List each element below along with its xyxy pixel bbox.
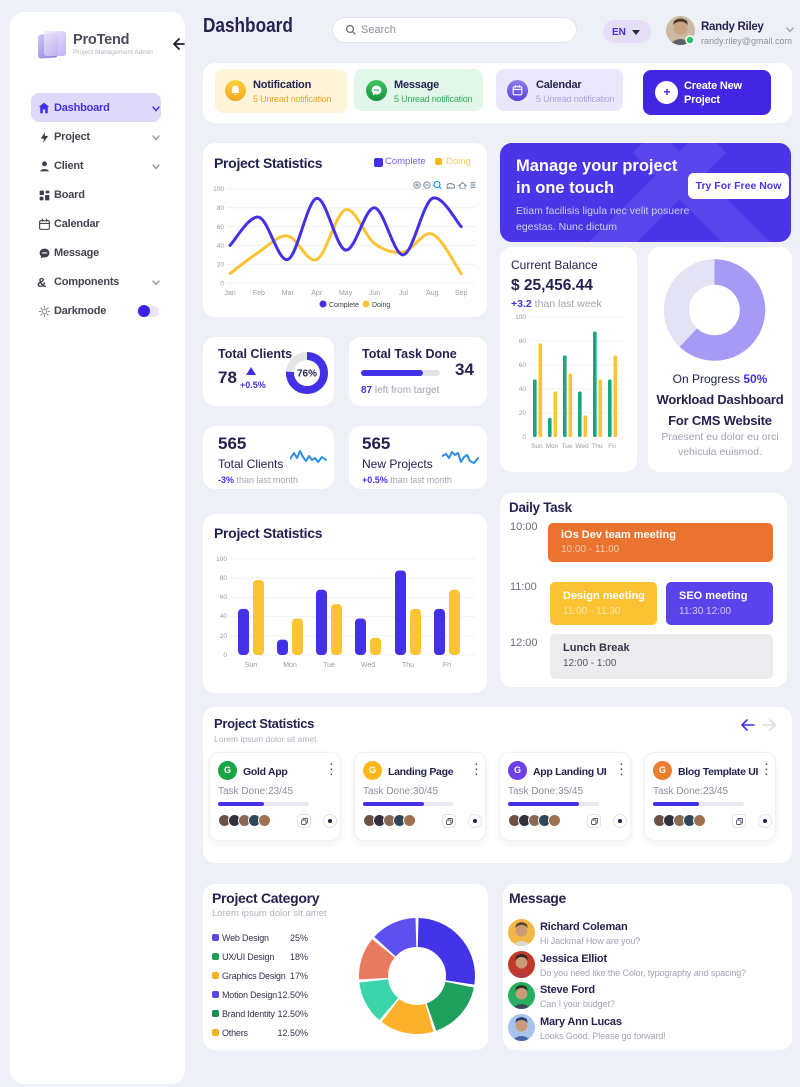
- svg-text:20: 20: [519, 410, 527, 417]
- svg-text:Mon: Mon: [546, 443, 559, 450]
- svg-text:Tue: Tue: [323, 662, 335, 669]
- svg-text:Tue: Tue: [562, 443, 573, 450]
- svg-text:Mar: Mar: [282, 290, 295, 297]
- svg-text:Mon: Mon: [283, 662, 297, 669]
- svg-text:40: 40: [220, 613, 228, 620]
- svg-text:Fri: Fri: [608, 443, 616, 450]
- svg-text:80: 80: [220, 575, 228, 582]
- svg-text:Thu: Thu: [402, 662, 414, 669]
- svg-text:80: 80: [217, 205, 225, 212]
- svg-text:76%: 76%: [297, 369, 317, 380]
- svg-text:40: 40: [217, 243, 225, 250]
- svg-text:Sun: Sun: [531, 443, 543, 450]
- svg-text:Jan: Jan: [224, 290, 235, 297]
- svg-text:20: 20: [220, 633, 228, 640]
- svg-text:Doing: Doing: [372, 302, 390, 309]
- svg-text:60: 60: [220, 594, 228, 601]
- svg-text:0: 0: [223, 652, 227, 659]
- svg-text:Wed: Wed: [575, 443, 589, 450]
- svg-text:Apr: Apr: [311, 290, 323, 297]
- svg-text:Feb: Feb: [253, 290, 265, 297]
- svg-text:May: May: [339, 290, 353, 297]
- svg-text:Sep: Sep: [455, 290, 468, 297]
- svg-text:Sun: Sun: [245, 662, 258, 669]
- svg-text:100: 100: [213, 186, 224, 193]
- svg-text:Wed: Wed: [361, 662, 375, 669]
- svg-text:0: 0: [522, 434, 526, 441]
- svg-text:80: 80: [519, 338, 527, 345]
- svg-text:100: 100: [216, 556, 227, 563]
- svg-text:100: 100: [515, 314, 526, 321]
- svg-text:Fri: Fri: [443, 662, 452, 669]
- svg-text:20: 20: [217, 262, 225, 269]
- svg-text:Thu: Thu: [591, 443, 603, 450]
- svg-text:Jun: Jun: [369, 290, 380, 297]
- svg-text:60: 60: [519, 362, 527, 369]
- svg-text:Jul: Jul: [399, 290, 408, 297]
- svg-text:Complete: Complete: [329, 302, 359, 309]
- svg-text:Aug: Aug: [426, 290, 439, 297]
- svg-text:40: 40: [519, 386, 527, 393]
- svg-text:0: 0: [220, 281, 224, 288]
- svg-text:60: 60: [217, 224, 225, 231]
